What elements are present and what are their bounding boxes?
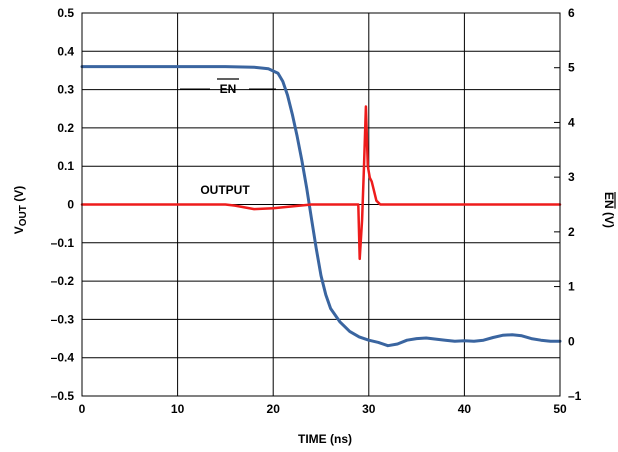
y-left-tick-label: –0.1 [51,236,75,250]
y-left-title-sub: OUT [18,205,29,226]
en-annotation: EN [180,78,276,96]
y-left-title-main: V [12,226,26,234]
y-right-axis-title: EN (V) [602,191,616,228]
y-left-tick-label: 0 [67,198,74,212]
y-left-tick-labels: 0.5 0.4 0.3 0.2 0.1 0 –0.1 –0.2 –0.3 –0.4 –0.5 [51,6,75,403]
series-layer [80,65,562,348]
y-left-tick-label: 0.4 [57,44,74,58]
y-right-tick-labels: 6 5 4 3 2 1 0 –1 [568,6,582,403]
y-right-tick-label: 6 [568,6,575,20]
y-left-tick-label: 0.5 [57,6,74,20]
x-tick-label: 10 [171,402,185,416]
y-left-tick-label: –0.2 [51,274,75,288]
y-left-title-unit: (V) [12,186,26,205]
x-axis-title: TIME (ns) [298,432,352,446]
x-tick-label: 40 [458,402,472,416]
y-right-tick-label: –1 [568,389,582,403]
x-tick-label: 50 [553,402,567,416]
y-left-tick-label: 0.1 [57,159,74,173]
x-tick-label: 20 [267,402,281,416]
y-right-title-unit: (V) [602,209,616,228]
y-left-axis-title: VOUT (V) [12,186,29,234]
y-right-tick-label: 0 [568,334,575,348]
y-left-tick-label: –0.4 [51,351,75,365]
y-right-tick-label: 2 [568,225,575,239]
y-right-title-text: EN (V) [602,192,616,228]
en-annotation-label: EN [220,82,237,96]
y-left-tick-label: 0.2 [57,121,74,135]
y-right-tick-label: 1 [568,280,575,294]
y-right-tick-label: 3 [568,170,575,184]
plot-frame [81,12,561,397]
x-tick-labels: 0 10 20 30 40 50 [79,402,567,416]
series-line-output [80,105,562,261]
y-right-title-en: EN [602,192,616,209]
y-left-tick-label: 0.3 [57,83,74,97]
y-right-tick-label: 5 [568,61,575,75]
series-line-en [80,65,562,348]
y-right-tick-label: 4 [568,115,575,129]
x-tick-label: 0 [79,402,86,416]
grid-lines [82,13,560,396]
y-left-tick-label: –0.3 [51,312,75,326]
y-left-tick-label: –0.5 [51,389,75,403]
output-annotation-label: OUTPUT [200,183,250,197]
x-tick-label: 30 [362,402,376,416]
